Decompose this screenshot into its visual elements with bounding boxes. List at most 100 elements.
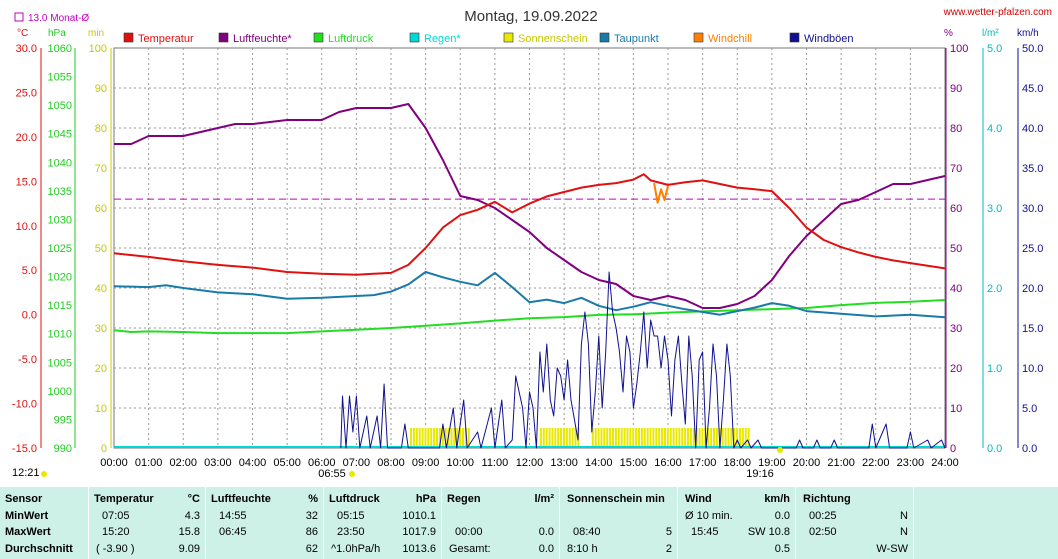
stats-header: Sonnenschein min <box>567 493 665 505</box>
sunshine-bar <box>606 428 609 448</box>
sunshine-bar <box>594 428 597 448</box>
sunshine-bar <box>632 428 635 448</box>
sunshine-bar <box>554 428 557 448</box>
sunshine-bar <box>461 428 464 448</box>
sunshine-bar <box>600 428 603 448</box>
y-tick-label-humidity_pct: 10 <box>950 403 962 415</box>
x-tick-label: 21:00 <box>827 457 855 469</box>
stats-cell: 2 <box>665 542 672 555</box>
sunshine-bar <box>736 428 739 448</box>
sunshine-bar <box>467 428 470 448</box>
stats-row-label: Durchschnitt <box>5 542 73 555</box>
y-tick-label-humidity_pct: 80 <box>950 123 962 135</box>
stats-cell: 1017.9 <box>402 526 436 538</box>
stats-cell: 62 <box>305 542 318 555</box>
site-link[interactable]: www.wetter-pfalzen.com <box>943 7 1052 18</box>
chart-title: Montag, 19.09.2022 <box>464 8 597 25</box>
unit-percent: % <box>944 28 953 39</box>
legend-label: Windchill <box>708 33 752 45</box>
stats-cell: N <box>900 509 908 522</box>
y-tick-label-rain_lm2: 2.0 <box>987 283 1002 295</box>
y-tick-label-temperature_c: 10.0 <box>16 221 37 233</box>
y-tick-label-humidity_pct: 60 <box>950 203 962 215</box>
sunshine-bar <box>698 428 701 448</box>
sunshine-bar <box>652 428 655 448</box>
y-tick-label-temperature_c: 30.0 <box>16 43 37 55</box>
sunshine-bar <box>675 428 678 448</box>
sunshine-bar <box>539 428 542 448</box>
y-tick-label-pressure_hpa: 1030 <box>48 214 72 226</box>
series-line-windchill <box>653 182 669 204</box>
sunshine-bar <box>741 428 744 448</box>
sunshine-bar <box>433 428 436 448</box>
stats-cell: 0.0 <box>538 542 554 555</box>
sunshine-bar <box>623 428 626 448</box>
sunshine-bar <box>412 428 415 448</box>
legend-label: Luftdruck <box>328 33 374 45</box>
y-tick-label-wind_kmh: 50.0 <box>1022 43 1043 55</box>
stats-header: Wind <box>685 493 712 505</box>
legend-swatch <box>599 32 610 43</box>
stats-col-rain: Regen l/m² 00:00 0.0 Gesamt: 0.0 <box>441 487 559 559</box>
y-tick-label-rain_lm2: 5.0 <box>987 43 1002 55</box>
stats-col-pressure: Luftdruck hPa 05:15 1010.1 23:50 1017.9 ^1.… <box>323 487 441 559</box>
sunshine-bar <box>727 428 730 448</box>
sunshine-bar <box>568 428 571 448</box>
legend-label: Luftfeuchte* <box>233 33 292 45</box>
sunshine-bar <box>710 428 713 448</box>
legend-swatch <box>313 32 324 43</box>
series-lines <box>113 103 946 449</box>
sunshine-bar <box>738 428 741 448</box>
x-tick-label: 19:00 <box>758 457 786 469</box>
stats-col-empty <box>913 487 1058 559</box>
y-tick-label-rain_lm2: 1.0 <box>987 363 1002 375</box>
sun-icon-left <box>41 471 47 477</box>
stats-cell: 02:50 <box>809 526 837 538</box>
sunshine-bar <box>640 428 643 448</box>
stats-cell: 9.09 <box>178 542 200 555</box>
stats-cell: 15:20 <box>102 526 130 538</box>
sunshine-bar <box>649 428 652 448</box>
sunshine-bar <box>681 428 684 448</box>
y-tick-label-temperature_c: 5.0 <box>22 265 37 277</box>
stats-col-labels: Sensor MinWert MaxWert Durchschnitt <box>0 487 88 559</box>
legend-label: Sonnenschein <box>518 33 588 45</box>
legend-swatch <box>503 32 514 43</box>
sunshine-bar <box>591 428 594 448</box>
stats-cell: 00:00 <box>455 526 483 538</box>
x-tick-label: 15:00 <box>620 457 648 469</box>
sunshine-bar <box>663 428 666 448</box>
sunshine-bar <box>571 428 574 448</box>
stats-cell: Ø 10 min. <box>685 509 733 522</box>
sunshine-bar <box>655 428 658 448</box>
sunshine-bar <box>574 428 577 448</box>
y-tick-label-rain_lm2: 0.0 <box>987 443 1002 455</box>
x-tick-label: 11:00 <box>482 457 509 469</box>
stats-header: Richtung <box>803 493 851 505</box>
y-tick-label-pressure_hpa: 1040 <box>48 157 72 169</box>
series-line-windben <box>340 271 946 449</box>
x-tick-label: 08:00 <box>377 457 405 469</box>
y-tick-label-humidity_pct: 0 <box>950 443 956 455</box>
stats-cell: W-SW <box>876 542 908 555</box>
sunshine-bar <box>562 428 565 448</box>
sunshine-bar <box>542 428 545 448</box>
sunshine-bar <box>597 428 600 448</box>
y-tick-label-pressure_hpa: 1060 <box>48 43 72 55</box>
stats-cell: 8:10 h <box>567 542 598 555</box>
x-tick-label: 01:00 <box>135 457 163 469</box>
stats-cell: 4.3 <box>184 509 200 522</box>
y-tick-label-wind_kmh: 5.0 <box>1022 403 1037 415</box>
sunshine-bar <box>415 428 418 448</box>
sunset-icon <box>777 447 783 453</box>
sunrise-icon <box>349 471 355 477</box>
y-tick-label-sunshine_min: 0 <box>101 443 107 455</box>
sunshine-bar <box>614 428 617 448</box>
sunshine-bar <box>545 428 548 448</box>
legend: Temperatur Luftfeuchte* Luftdruck Regen* Son… <box>123 32 854 45</box>
x-tick-label: 00:00 <box>100 457 128 469</box>
y-tick-label-humidity_pct: 50 <box>950 243 962 255</box>
y-tick-label-pressure_hpa: 1055 <box>48 72 72 84</box>
sunshine-bar <box>565 428 568 448</box>
stats-cell: ( -3.90 ) <box>96 542 135 555</box>
